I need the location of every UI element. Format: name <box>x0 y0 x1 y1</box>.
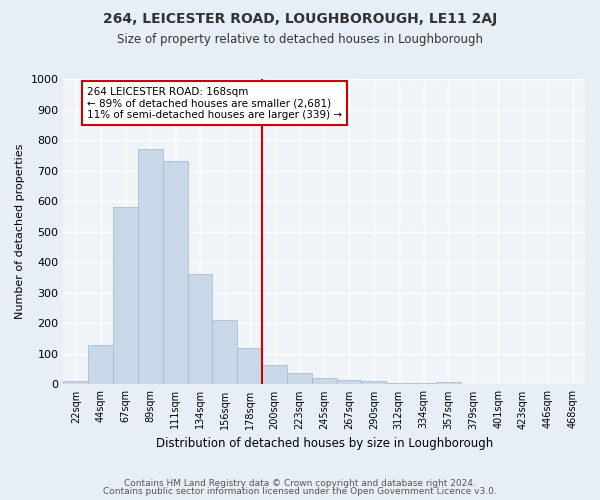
Bar <box>361 382 386 384</box>
Text: 264, LEICESTER ROAD, LOUGHBOROUGH, LE11 2AJ: 264, LEICESTER ROAD, LOUGHBOROUGH, LE11 … <box>103 12 497 26</box>
Bar <box>163 162 188 384</box>
Bar <box>212 320 237 384</box>
Bar <box>237 348 262 385</box>
Bar <box>88 344 113 385</box>
Y-axis label: Number of detached properties: Number of detached properties <box>15 144 25 320</box>
Bar <box>262 364 287 384</box>
Bar <box>287 373 312 384</box>
Text: Size of property relative to detached houses in Loughborough: Size of property relative to detached ho… <box>117 32 483 46</box>
Bar <box>436 382 461 384</box>
Bar <box>386 383 411 384</box>
Bar <box>312 378 337 384</box>
Bar <box>337 380 361 384</box>
Bar <box>113 208 138 384</box>
Text: 264 LEICESTER ROAD: 168sqm
← 89% of detached houses are smaller (2,681)
11% of s: 264 LEICESTER ROAD: 168sqm ← 89% of deta… <box>87 86 342 120</box>
Text: Contains HM Land Registry data © Crown copyright and database right 2024.: Contains HM Land Registry data © Crown c… <box>124 478 476 488</box>
Bar <box>188 274 212 384</box>
X-axis label: Distribution of detached houses by size in Loughborough: Distribution of detached houses by size … <box>155 437 493 450</box>
Bar <box>138 149 163 384</box>
Bar <box>64 382 88 384</box>
Bar <box>411 383 436 384</box>
Text: Contains public sector information licensed under the Open Government Licence v3: Contains public sector information licen… <box>103 487 497 496</box>
